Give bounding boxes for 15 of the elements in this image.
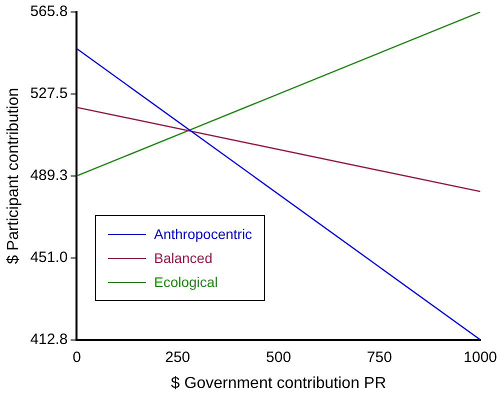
legend-label: Balanced [154, 250, 212, 266]
x-tick-label: 1000 [464, 348, 498, 366]
y-tick-label: 412.8 [30, 330, 68, 348]
y-tick-label: 451.0 [30, 249, 68, 266]
x-axis-title: $ Government contribution PR [170, 374, 386, 392]
x-tick-label: 500 [266, 348, 292, 366]
x-tick-label: 250 [165, 348, 190, 366]
x-tick-label: 750 [366, 348, 392, 366]
y-tick-label: 565.8 [30, 3, 68, 20]
x-tick-label: 0 [72, 348, 81, 366]
y-tick-label: 527.5 [30, 85, 68, 102]
legend-label: Ecological [154, 274, 218, 290]
legend-label: Anthropocentric [154, 226, 252, 242]
y-tick-label: 489.3 [30, 167, 68, 184]
y-axis-title: $ Participant contribution [5, 88, 22, 264]
